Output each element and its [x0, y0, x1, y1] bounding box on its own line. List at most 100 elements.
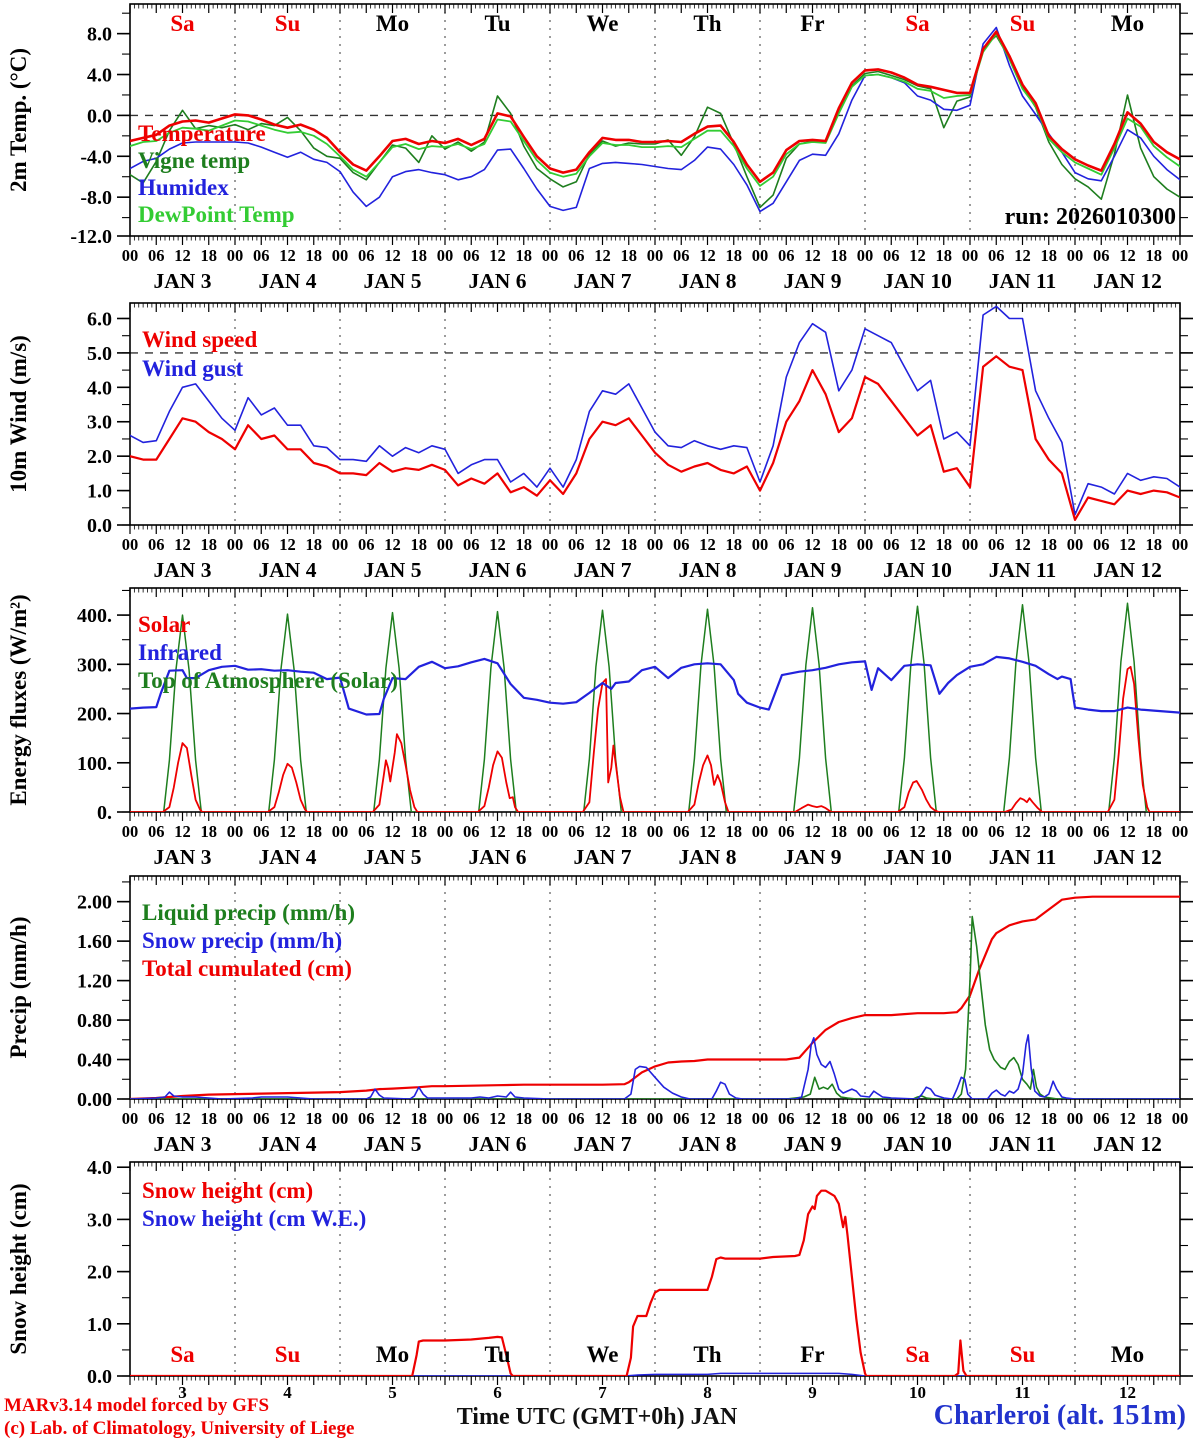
- date-label: JAN 3: [154, 558, 212, 582]
- hour-label: 00: [1172, 535, 1189, 554]
- series-group: [130, 1189, 1180, 1376]
- date-label: JAN 8: [679, 269, 737, 293]
- hour-label: 00: [1067, 246, 1084, 265]
- credit-line-2: (c) Lab. of Climatology, University of L…: [4, 1418, 355, 1439]
- hour-label: 12: [594, 1109, 611, 1128]
- hour-label: 06: [358, 822, 375, 841]
- hour-label: 06: [883, 535, 900, 554]
- series-wind-gust-line: [130, 305, 1180, 516]
- hour-label: 00: [962, 535, 979, 554]
- date-label: JAN 8: [679, 558, 737, 582]
- legend-temperature: Vigne temp: [138, 148, 250, 173]
- hour-label: 06: [673, 246, 690, 265]
- hour-label: 06: [673, 1109, 690, 1128]
- hour-label: 18: [411, 822, 428, 841]
- hour-label: 18: [516, 822, 533, 841]
- day-name-label: Mo: [376, 1342, 409, 1367]
- panel-energy: 0. 100. 200. 300. 400. Energy fluxes (W/m²) So…: [6, 587, 1193, 869]
- hour-label: 00: [647, 535, 664, 554]
- series-temperature-line: [130, 30, 1180, 184]
- hour-label: 12: [174, 535, 191, 554]
- hour-label: 12: [489, 1109, 506, 1128]
- legend-precip: Total cumulated (cm): [142, 956, 352, 981]
- hour-label: 18: [516, 535, 533, 554]
- hour-label: 18: [201, 246, 218, 265]
- day-name-label: Sa: [170, 1342, 195, 1367]
- series-toa-solar-line: [130, 602, 1180, 812]
- y-tick-label: 0.80: [77, 1010, 112, 1032]
- day-name-label: Su: [1010, 1342, 1036, 1367]
- hour-label: 00: [857, 246, 874, 265]
- hour-label: 18: [1041, 822, 1058, 841]
- hour-label: 00: [962, 1109, 979, 1128]
- date-label: JAN 6: [469, 1132, 527, 1156]
- y-tick-label: 100.: [77, 753, 112, 775]
- hour-label: 12: [909, 822, 926, 841]
- hour-label: 18: [936, 535, 953, 554]
- hour-label: 06: [463, 535, 480, 554]
- date-label: JAN 10: [883, 558, 952, 582]
- hour-label: 12: [594, 246, 611, 265]
- date-label: 4: [283, 1383, 292, 1402]
- date-label: JAN 5: [364, 558, 422, 582]
- panel-snow-height: 0.0 1.0 2.0 3.0 4.0 Snow height (cm) Snow heig…: [6, 1157, 1193, 1402]
- hour-label: 18: [1041, 246, 1058, 265]
- hour-label: 06: [568, 535, 585, 554]
- hour-label: 18: [726, 246, 743, 265]
- hour-label: 18: [621, 246, 638, 265]
- hour-label: 00: [857, 822, 874, 841]
- hour-label: 12: [804, 822, 821, 841]
- hour-label: 00: [437, 1109, 454, 1128]
- date-label: JAN 4: [259, 269, 317, 293]
- station-label: Charleroi (alt. 151m): [933, 1400, 1186, 1431]
- hour-label: 00: [1172, 822, 1189, 841]
- hour-label: 12: [804, 535, 821, 554]
- hour-label: 18: [1146, 246, 1163, 265]
- hour-label: 00: [1172, 1109, 1189, 1128]
- date-label: JAN 9: [784, 558, 842, 582]
- hour-label: 00: [122, 535, 139, 554]
- hour-label: 06: [778, 1109, 795, 1128]
- hour-label: 18: [411, 1109, 428, 1128]
- hour-label: 00: [542, 822, 559, 841]
- y-axis-title: Snow height (cm): [6, 1183, 31, 1354]
- hour-label: 06: [673, 822, 690, 841]
- legend-temperature: DewPoint Temp: [138, 202, 295, 227]
- date-label: JAN 9: [784, 269, 842, 293]
- hour-label: 00: [752, 822, 769, 841]
- date-label: JAN 10: [883, 845, 952, 869]
- y-tick-label: 300.: [77, 654, 112, 676]
- y-tick-label: 0.0: [87, 515, 112, 537]
- hour-label: 12: [384, 822, 401, 841]
- hour-label: 12: [384, 535, 401, 554]
- hour-label: 06: [988, 535, 1005, 554]
- hour-label: 00: [227, 246, 244, 265]
- series-group: [130, 26, 1180, 213]
- date-label: JAN 3: [154, 845, 212, 869]
- day-name-label: Tu: [484, 11, 510, 36]
- hour-label: 06: [253, 535, 270, 554]
- legend-energy: Infrared: [138, 640, 222, 665]
- hour-label: 00: [647, 246, 664, 265]
- hour-label: 12: [1119, 1109, 1136, 1128]
- date-label: 7: [598, 1383, 607, 1402]
- y-tick-label: 3.0: [87, 1209, 112, 1231]
- date-label: JAN 6: [469, 558, 527, 582]
- hour-label: 12: [384, 246, 401, 265]
- hour-label: 00: [1172, 246, 1189, 265]
- hour-label: 18: [201, 535, 218, 554]
- hour-label: 00: [962, 822, 979, 841]
- y-tick-label: -12.0: [70, 226, 112, 248]
- hour-label: 12: [174, 1109, 191, 1128]
- hour-label: 12: [489, 535, 506, 554]
- date-label: 5: [388, 1383, 397, 1402]
- series-group: [130, 602, 1180, 812]
- hour-label: 00: [542, 246, 559, 265]
- y-axis-title: 2m Temp. (°C): [6, 48, 31, 192]
- hour-label: 18: [201, 822, 218, 841]
- date-label: JAN 12: [1093, 845, 1162, 869]
- legend-precip: Snow precip (mm/h): [142, 928, 342, 953]
- hour-label: 12: [1014, 246, 1031, 265]
- y-tick-label: 1.0: [87, 1314, 112, 1336]
